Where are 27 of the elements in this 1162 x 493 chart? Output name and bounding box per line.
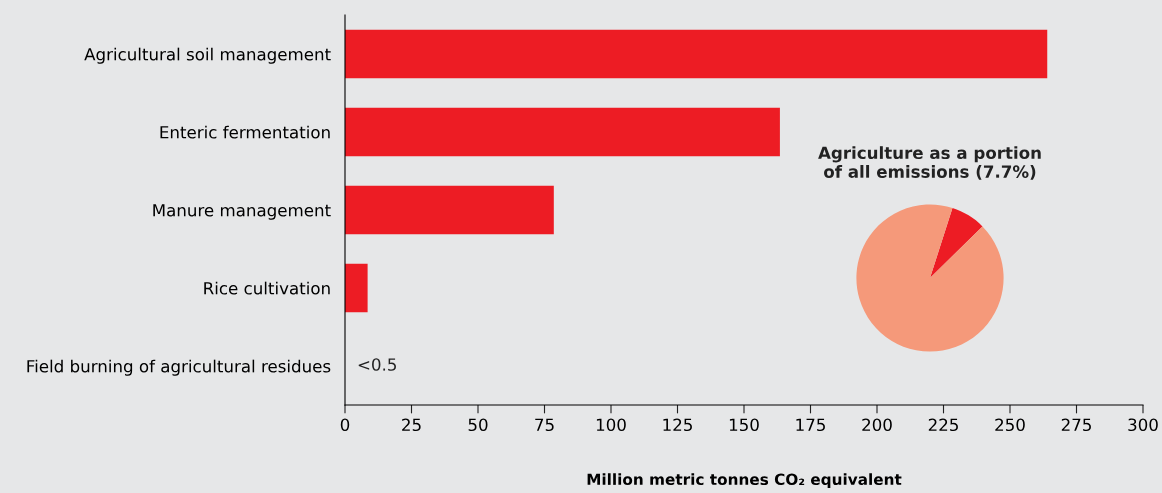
chart-title: Agriculture as a portion of all emissions (7.7%) — [818, 146, 1041, 180]
x-tick-label: 75 — [535, 418, 554, 432]
x-tick-label: 125 — [663, 418, 692, 432]
pie-slice — [856, 204, 1004, 352]
x-tick-label: 25 — [402, 418, 421, 432]
bar — [345, 263, 368, 313]
y-tick-label: Agricultural soil management — [84, 47, 331, 64]
bar — [345, 107, 780, 157]
x-tick-label: 225 — [928, 418, 958, 432]
x-tick-label: 200 — [862, 418, 892, 432]
text: <0.5 — [358, 358, 396, 371]
x-tick-label: 150 — [729, 418, 759, 432]
pie-slice — [930, 207, 983, 278]
y-tick-label: Enteric fermentation — [160, 125, 330, 139]
x-tick-label: 300 — [1128, 418, 1158, 432]
bar — [345, 29, 1048, 79]
x-tick-label: 100 — [596, 418, 626, 432]
x-tick-label: 50 — [468, 418, 488, 432]
x-tick-label: 175 — [796, 418, 825, 432]
x-tick-label: 0 — [340, 418, 350, 432]
y-tick-label: Rice cultivation — [204, 281, 330, 295]
bar — [345, 185, 554, 235]
y-tick-label: Field burning of agricultural residues — [27, 359, 331, 376]
y-tick-label: Manure management — [153, 204, 331, 220]
x-tick-label: 275 — [1061, 418, 1091, 432]
x-axis-title: Million metric tonnes CO₂ equivalent — [587, 473, 902, 489]
x-tick-label: 250 — [995, 418, 1025, 432]
